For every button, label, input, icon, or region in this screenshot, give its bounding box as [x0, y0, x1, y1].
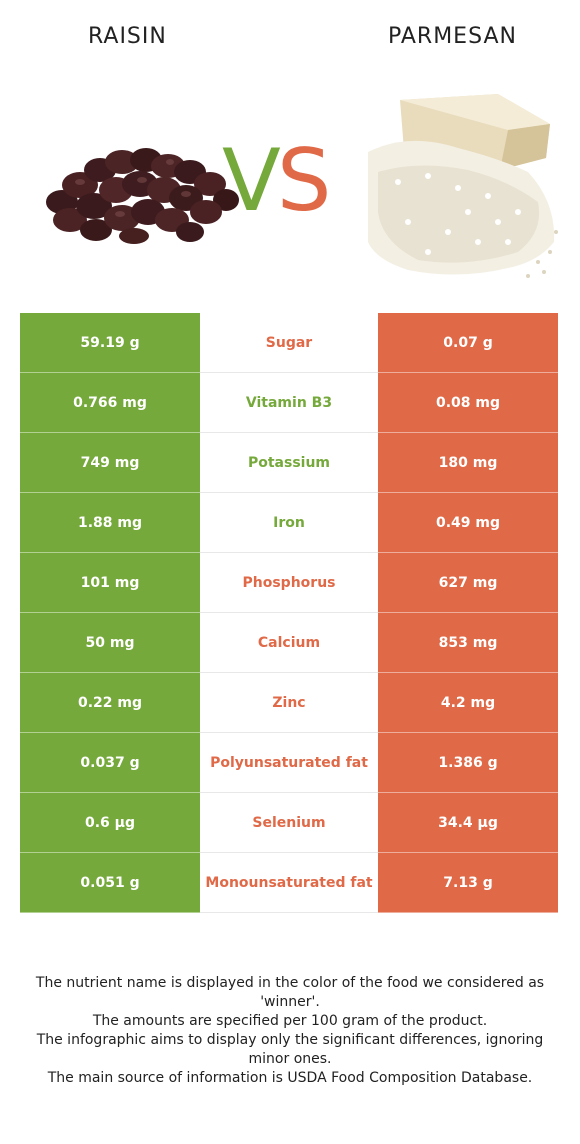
nutrient-name: Phosphorus	[200, 553, 378, 613]
parmesan-value: 627 mg	[378, 553, 558, 613]
raisin-value: 59.19 g	[20, 313, 200, 373]
table-row: 50 mg Calcium 853 mg	[20, 613, 558, 673]
table-row: 0.051 g Monounsaturated fat 7.13 g	[20, 853, 558, 913]
nutrient-name: Calcium	[200, 613, 378, 673]
note-winner-color: The nutrient name is displayed in the co…	[35, 975, 545, 1010]
vs-v: V	[222, 131, 281, 231]
nutrient-name: Monounsaturated fat	[200, 853, 378, 913]
food-title-left: RAISIN	[88, 24, 167, 49]
parmesan-value: 34.4 µg	[378, 793, 558, 853]
parmesan-image	[368, 94, 558, 278]
parmesan-value: 1.386 g	[378, 733, 558, 793]
parmesan-value: 0.07 g	[378, 313, 558, 373]
nutrient-name: Selenium	[200, 793, 378, 853]
nutrient-name: Zinc	[200, 673, 378, 733]
nutrient-name: Polyunsaturated fat	[200, 733, 378, 793]
raisin-value: 0.037 g	[20, 733, 200, 793]
table-row: 749 mg Potassium 180 mg	[20, 433, 558, 493]
comparison-table: 59.19 g Sugar 0.07 g 0.766 mg Vitamin B3 0.08…	[20, 313, 558, 913]
vs-label: VS	[222, 138, 331, 224]
parmesan-value: 0.49 mg	[378, 493, 558, 553]
parmesan-value: 7.13 g	[378, 853, 558, 913]
raisin-image	[46, 148, 239, 244]
parmesan-value: 853 mg	[378, 613, 558, 673]
raisin-value: 749 mg	[20, 433, 200, 493]
footnotes: The nutrient name is displayed in the co…	[20, 974, 560, 1088]
table-row: 0.766 mg Vitamin B3 0.08 mg	[20, 373, 558, 433]
parmesan-value: 180 mg	[378, 433, 558, 493]
table-row: 0.037 g Polyunsaturated fat 1.386 g	[20, 733, 558, 793]
parmesan-value: 0.08 mg	[378, 373, 558, 433]
raisin-value: 0.22 mg	[20, 673, 200, 733]
nutrient-name: Sugar	[200, 313, 378, 373]
note-amounts: The amounts are specified per 100 gram o…	[92, 1013, 488, 1029]
vs-s: S	[276, 131, 332, 231]
table-row: 1.88 mg Iron 0.49 mg	[20, 493, 558, 553]
raisin-value: 50 mg	[20, 613, 200, 673]
raisin-value: 101 mg	[20, 553, 200, 613]
raisin-value: 0.6 µg	[20, 793, 200, 853]
nutrient-name: Iron	[200, 493, 378, 553]
table-row: 0.6 µg Selenium 34.4 µg	[20, 793, 558, 853]
table-row: 59.19 g Sugar 0.07 g	[20, 313, 558, 373]
raisin-value: 0.051 g	[20, 853, 200, 913]
note-significant: The infographic aims to display only the…	[36, 1032, 544, 1067]
nutrient-name: Potassium	[200, 433, 378, 493]
note-source: The main source of information is USDA F…	[47, 1070, 533, 1086]
food-title-right: PARMESAN	[388, 24, 517, 49]
raisin-value: 0.766 mg	[20, 373, 200, 433]
table-row: 101 mg Phosphorus 627 mg	[20, 553, 558, 613]
nutrient-name: Vitamin B3	[200, 373, 378, 433]
table-row: 0.22 mg Zinc 4.2 mg	[20, 673, 558, 733]
raisin-value: 1.88 mg	[20, 493, 200, 553]
parmesan-value: 4.2 mg	[378, 673, 558, 733]
